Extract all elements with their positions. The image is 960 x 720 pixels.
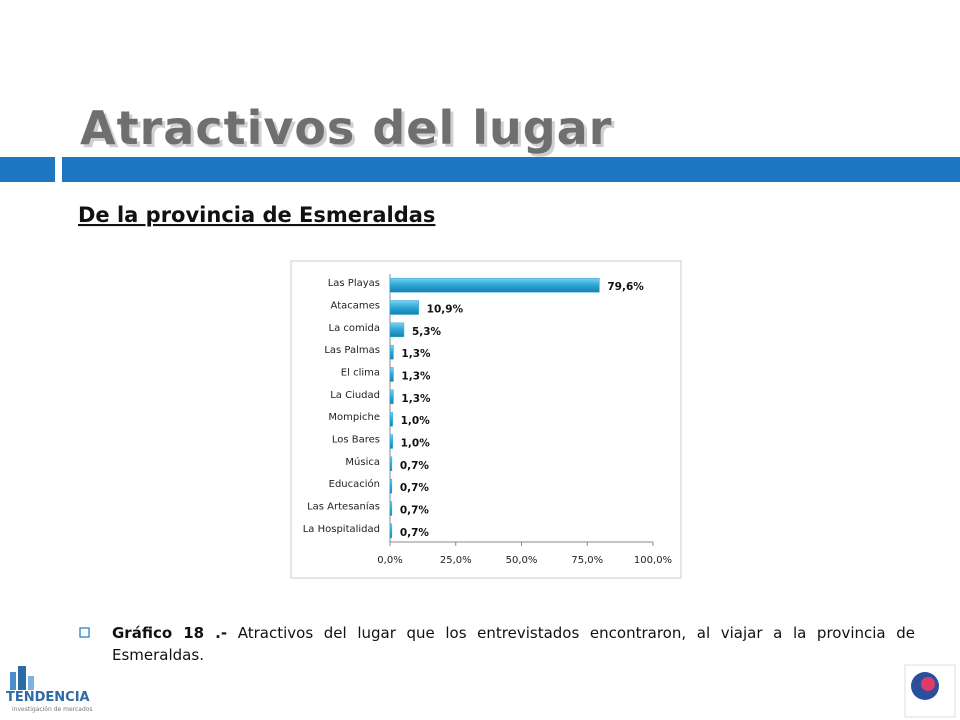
x-tick-label: 25,0% — [440, 555, 472, 566]
title-shadow: Atractivos del lugar — [83, 104, 615, 158]
bar — [389, 411, 393, 427]
caption-label: Gráfico 18 .- — [112, 624, 228, 642]
bar — [389, 389, 394, 405]
bar — [389, 322, 405, 338]
bar — [389, 523, 393, 539]
x-tick-label: 100,0% — [634, 555, 672, 566]
bar — [389, 344, 394, 360]
category-label: El clima — [341, 368, 380, 379]
bar — [389, 456, 393, 472]
category-label: Las Palmas — [324, 345, 380, 356]
accent-square — [0, 157, 55, 182]
value-label: 79,6% — [607, 281, 644, 293]
chart-frame — [290, 260, 682, 579]
subtitle: De la provincia de Esmeraldas — [78, 203, 435, 227]
caption: Gráfico 18 .- Atractivos del lugar que l… — [112, 622, 915, 666]
value-label: 1,0% — [401, 415, 431, 427]
bar — [389, 277, 600, 293]
value-label: 0,7% — [400, 527, 430, 539]
x-tick-label: 0,0% — [377, 555, 402, 566]
bar — [389, 478, 393, 494]
category-label: La comida — [329, 323, 381, 334]
caption-text: Atractivos del lugar que los entrevistad… — [112, 624, 916, 664]
logo-building — [28, 676, 34, 690]
category-label: Atacames — [331, 301, 380, 312]
slide-title: Atractivos del lugar — [80, 101, 612, 155]
bar — [389, 501, 393, 516]
logo-tagline: investigación de mercados — [12, 706, 93, 713]
category-label: Los Bares — [332, 435, 380, 446]
value-label: 5,3% — [412, 326, 442, 338]
value-label: 0,7% — [400, 482, 430, 494]
bar — [389, 300, 419, 315]
category-label: Las Playas — [328, 278, 380, 289]
logo-name: TENDENCIA — [6, 690, 90, 705]
category-label: La Hospitalidad — [303, 524, 380, 535]
value-label: 1,3% — [401, 371, 431, 383]
category-label: Educación — [329, 478, 380, 490]
value-label: 0,7% — [400, 460, 430, 472]
logo-building — [10, 672, 16, 690]
value-label: 1,3% — [401, 393, 431, 405]
category-label: Mompiche — [328, 412, 380, 423]
accent-bar — [62, 157, 960, 182]
value-label: 0,7% — [400, 505, 430, 517]
value-label: 1,0% — [401, 438, 431, 450]
x-tick-label: 50,0% — [506, 555, 538, 566]
bullet — [79, 627, 90, 638]
x-tick-label: 75,0% — [571, 555, 603, 566]
category-label: La Ciudad — [330, 390, 380, 401]
value-label: 10,9% — [427, 304, 464, 316]
category-label: Música — [345, 456, 380, 468]
bar — [389, 367, 394, 382]
category-label: Las Artesanías — [307, 501, 380, 513]
bar — [389, 434, 393, 449]
right-logo-mark — [921, 677, 935, 691]
logo-building — [18, 666, 26, 690]
chart: 0,0% 25,0% 50,0% 75,0% 100,0% Las Playas 79,6%… — [303, 274, 672, 566]
value-label: 1,3% — [401, 348, 431, 360]
